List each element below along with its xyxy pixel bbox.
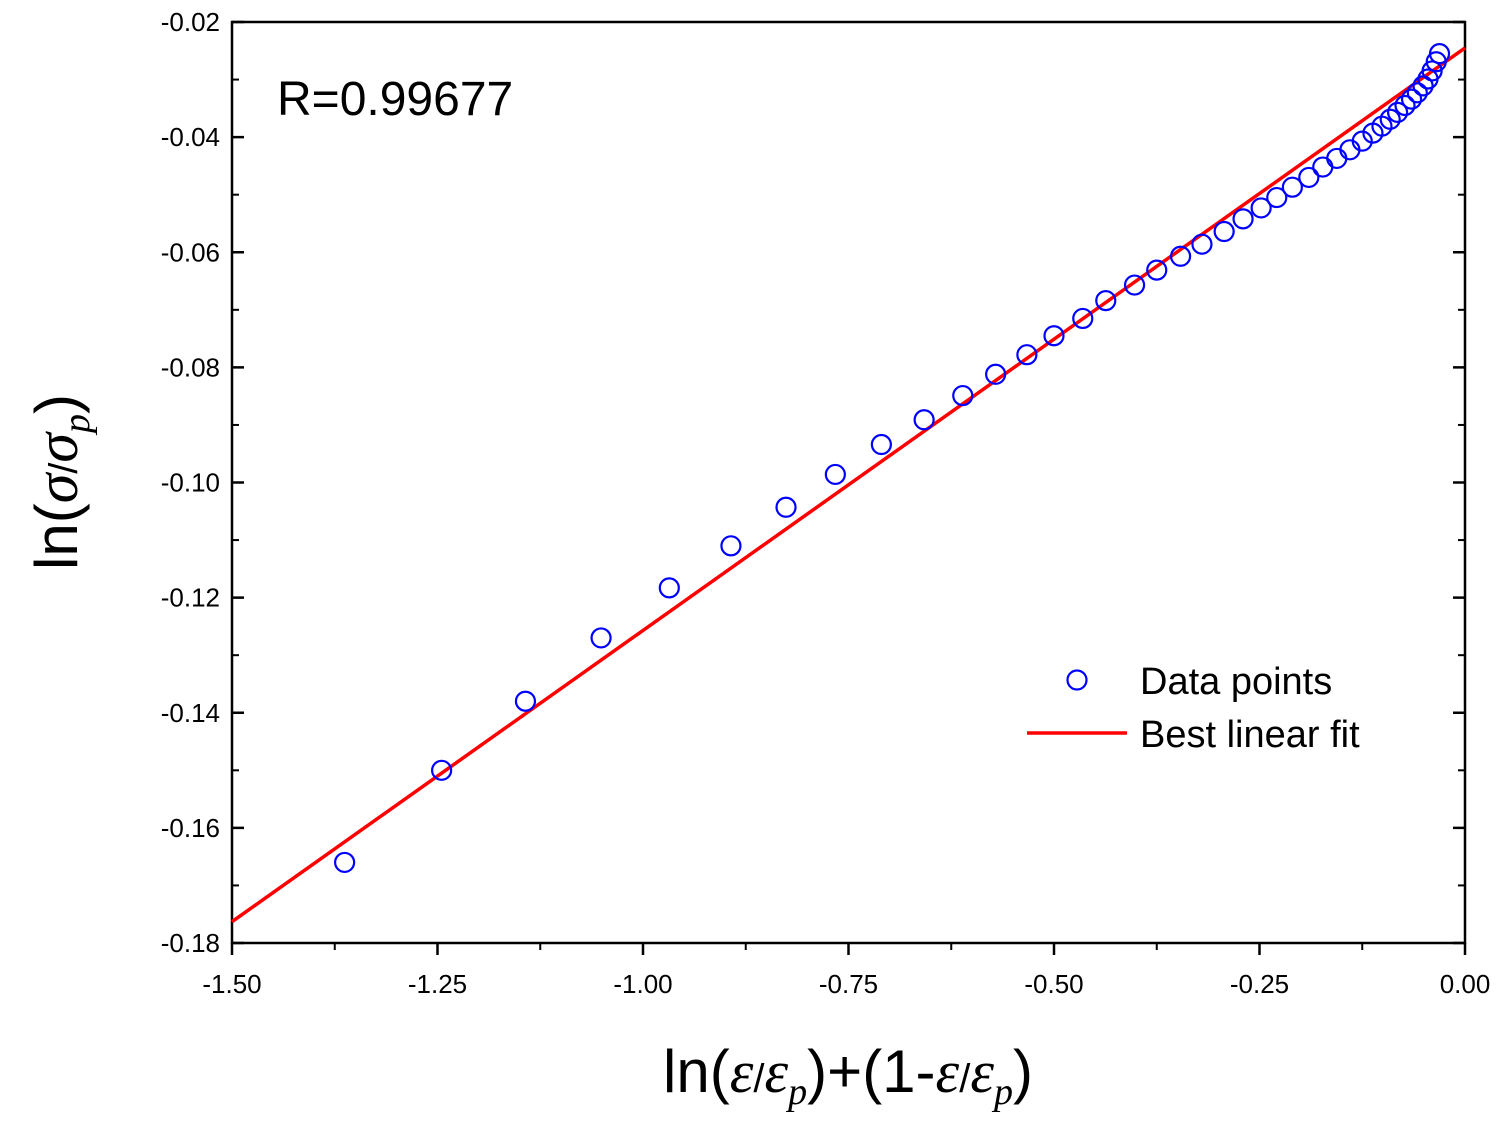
y-tick-label: -0.06 (161, 237, 220, 267)
data-point (1191, 233, 1213, 255)
data-point (1232, 208, 1254, 230)
y-tick-label: -0.16 (161, 813, 220, 843)
y-tick-label: -0.18 (161, 928, 220, 958)
data-point (1281, 176, 1303, 198)
plot-frame (230, 20, 1467, 945)
data-point (870, 433, 892, 456)
data-point (824, 463, 846, 486)
data-point (913, 409, 935, 431)
data-point (1095, 290, 1117, 312)
legend-label-data-points: Data points (1140, 661, 1332, 703)
data-point (1379, 108, 1401, 130)
x-axis-title: ln(ε/εp)+(1-ε/εp) (663, 1038, 1033, 1113)
data-point (1386, 101, 1409, 123)
y-axis-title: ln(σ/σp) (23, 394, 98, 570)
legend-label-best-fit: Best linear fit (1140, 714, 1360, 756)
y-title-sigma-p: σ (24, 431, 90, 463)
y-tick-label: -0.12 (161, 583, 220, 613)
x-tick-label: -0.75 (819, 969, 878, 999)
data-point (334, 851, 356, 874)
x-title-mid: )+(1- (807, 1038, 935, 1105)
x-title-post: ) (1013, 1038, 1033, 1105)
data-point (1298, 166, 1320, 189)
data-point (1312, 156, 1334, 178)
data-points-layer (334, 43, 1451, 874)
y-title-post: ) (23, 394, 90, 414)
data-point (1123, 274, 1146, 296)
legend: Data points Best linear fit (1027, 661, 1360, 756)
fit-line-layer (230, 46, 1467, 924)
data-point (1421, 60, 1443, 82)
x-title-sub-p2: p (991, 1071, 1013, 1113)
data-point (1072, 307, 1094, 330)
data-point (775, 496, 797, 518)
x-title-eps-p2: ε (970, 1039, 994, 1105)
data-point (1400, 88, 1423, 110)
legend-marker-data-points (1066, 669, 1088, 691)
x-tick-label: 0.00 (1440, 969, 1491, 999)
data-point (1326, 147, 1348, 170)
y-axis-ticks: -0.18 -0.16 -0.14 -0.12 -0.10 -0.08 -0.06 -0.04… (161, 7, 1465, 958)
data-point (1043, 325, 1065, 347)
y-tick-label: -0.08 (161, 352, 220, 382)
y-tick-label: -0.02 (161, 7, 220, 37)
y-title-sigma: σ (24, 471, 90, 503)
data-point (1250, 197, 1272, 219)
x-title-pre: ln( (663, 1038, 730, 1105)
data-point (1169, 245, 1192, 267)
data-point (1406, 82, 1428, 104)
data-point (590, 627, 612, 649)
y-title-pre: ln( (23, 503, 90, 570)
data-point (720, 535, 742, 557)
x-title-eps-p1: ε (765, 1039, 789, 1105)
data-point (1266, 186, 1288, 209)
r-value-annotation: R=0.99677 (277, 73, 513, 126)
data-point (658, 577, 680, 599)
data-point (514, 690, 537, 712)
y-title-sub-p: p (56, 414, 98, 436)
data-point (985, 363, 1007, 385)
x-tick-label: -0.50 (1024, 969, 1083, 999)
data-point (1016, 344, 1038, 366)
x-title-slash1: / (753, 1057, 765, 1101)
data-point (1146, 259, 1168, 281)
data-point (431, 759, 453, 781)
data-point (1428, 43, 1451, 65)
best-fit-line (230, 46, 1467, 924)
x-tick-label: -1.50 (202, 969, 261, 999)
data-point (1213, 220, 1235, 243)
data-point (1394, 94, 1416, 117)
y-tick-label: -0.10 (161, 468, 220, 498)
x-title-slash2: / (959, 1057, 971, 1101)
x-title-sub-p1: p (785, 1071, 807, 1113)
x-axis-ticks: -1.50 -1.25 -1.00 -0.75 -0.50 -0.25 0.00 (202, 943, 1490, 999)
y-tick-label: -0.14 (161, 698, 220, 728)
x-title-eps1: ε (730, 1039, 754, 1105)
x-tick-label: -1.25 (408, 969, 467, 999)
x-tick-label: -0.25 (1230, 969, 1289, 999)
data-point (1351, 130, 1373, 152)
y-tick-label: -0.04 (161, 122, 220, 152)
y-title-slash: / (42, 462, 86, 474)
data-point (952, 384, 974, 407)
x-title-eps2: ε (936, 1039, 960, 1105)
x-tick-label: -1.00 (613, 969, 672, 999)
